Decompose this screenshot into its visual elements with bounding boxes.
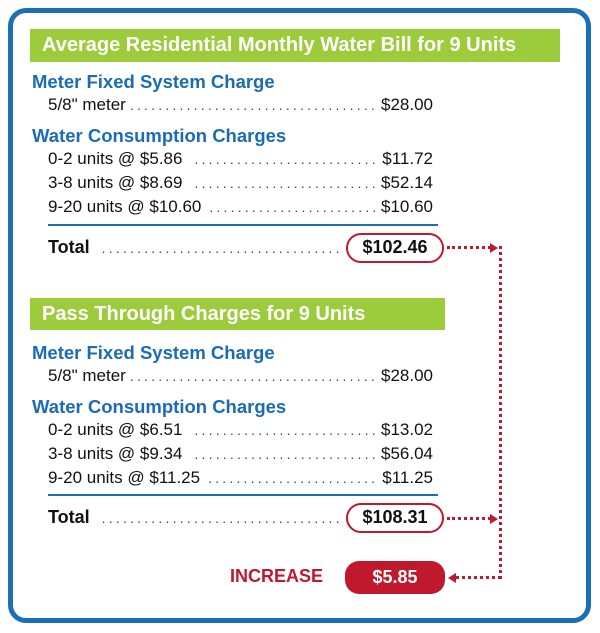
section-1-consumption-heading: Water Consumption Charges — [32, 125, 287, 146]
leader-dots: ........................................… — [209, 199, 377, 215]
row-label: 3-8 units @ $8.69 — [48, 173, 183, 192]
leader-dots: ........................................… — [101, 510, 342, 526]
section-2-consumption-row: 0-2 units @ $6.51 ......................… — [48, 420, 433, 444]
row-label: 5/8" meter — [48, 95, 126, 114]
connector-vertical-line — [499, 246, 502, 579]
leader-dots: ........................................… — [194, 446, 377, 462]
section-1-consumption-row: 3-8 units @ $8.69 ......................… — [48, 173, 433, 197]
section-2-banner: Pass Through Charges for 9 Units — [30, 298, 445, 330]
section-2-total-amount: $108.31 — [346, 503, 444, 533]
connector-line-1 — [447, 246, 491, 249]
row-amount: $13.02 — [381, 420, 433, 439]
section-1-banner: Average Residential Monthly Water Bill f… — [30, 29, 560, 62]
row-label: 9-20 units @ $11.25 — [48, 468, 201, 487]
section-2-consumption-heading: Water Consumption Charges — [32, 396, 287, 417]
row-label: 0-2 units @ $6.51 — [48, 420, 183, 439]
section-2-meter-heading: Meter Fixed System Charge — [32, 342, 275, 363]
arrow-right-icon — [490, 514, 498, 524]
section-1-meter-heading: Meter Fixed System Charge — [32, 71, 275, 92]
row-amount: $56.04 — [381, 444, 433, 463]
leader-dots: ........................................… — [129, 97, 377, 113]
total-label: Total — [48, 507, 90, 527]
section-2-divider — [48, 494, 438, 496]
section-2-total-row: Total ..................................… — [48, 507, 348, 537]
leader-dots: ........................................… — [129, 368, 377, 384]
section-1-total-amount: $102.46 — [346, 233, 444, 263]
row-label: 3-8 units @ $9.34 — [48, 444, 183, 463]
section-2-consumption-row: 3-8 units @ $9.34 ......................… — [48, 444, 433, 468]
leader-dots: ........................................… — [101, 240, 342, 256]
total-label: Total — [48, 237, 90, 257]
row-label: 0-2 units @ $5.86 — [48, 149, 183, 168]
section-1-consumption-row: 0-2 units @ $5.86 ......................… — [48, 149, 433, 173]
connector-line-2 — [447, 517, 491, 520]
section-2-meter-row: 5/8" meter .............................… — [48, 366, 433, 390]
arrow-left-icon — [448, 573, 456, 583]
row-amount: $28.00 — [381, 366, 433, 385]
section-2-consumption-row: 9-20 units @ $11.25 ....................… — [48, 468, 433, 492]
section-1-consumption-row: 9-20 units @ $10.60 ....................… — [48, 197, 433, 221]
row-amount: $11.25 — [382, 468, 433, 487]
row-label: 5/8" meter — [48, 366, 126, 385]
row-amount: $11.72 — [382, 149, 433, 168]
row-label: 9-20 units @ $10.60 — [48, 197, 202, 216]
leader-dots: ........................................… — [194, 175, 377, 191]
increase-amount: $5.85 — [345, 561, 445, 594]
arrow-right-icon — [490, 243, 498, 253]
section-1-total-row: Total ..................................… — [48, 237, 348, 267]
section-1-meter-row: 5/8" meter .............................… — [48, 95, 433, 119]
connector-line-3 — [456, 576, 501, 579]
section-1-divider — [48, 224, 438, 226]
leader-dots: ........................................… — [208, 470, 379, 486]
leader-dots: ........................................… — [194, 151, 379, 167]
row-amount: $10.60 — [381, 197, 433, 216]
leader-dots: ........................................… — [194, 422, 377, 438]
row-amount: $28.00 — [381, 95, 433, 114]
row-amount: $52.14 — [381, 173, 433, 192]
increase-label: INCREASE — [230, 566, 324, 586]
